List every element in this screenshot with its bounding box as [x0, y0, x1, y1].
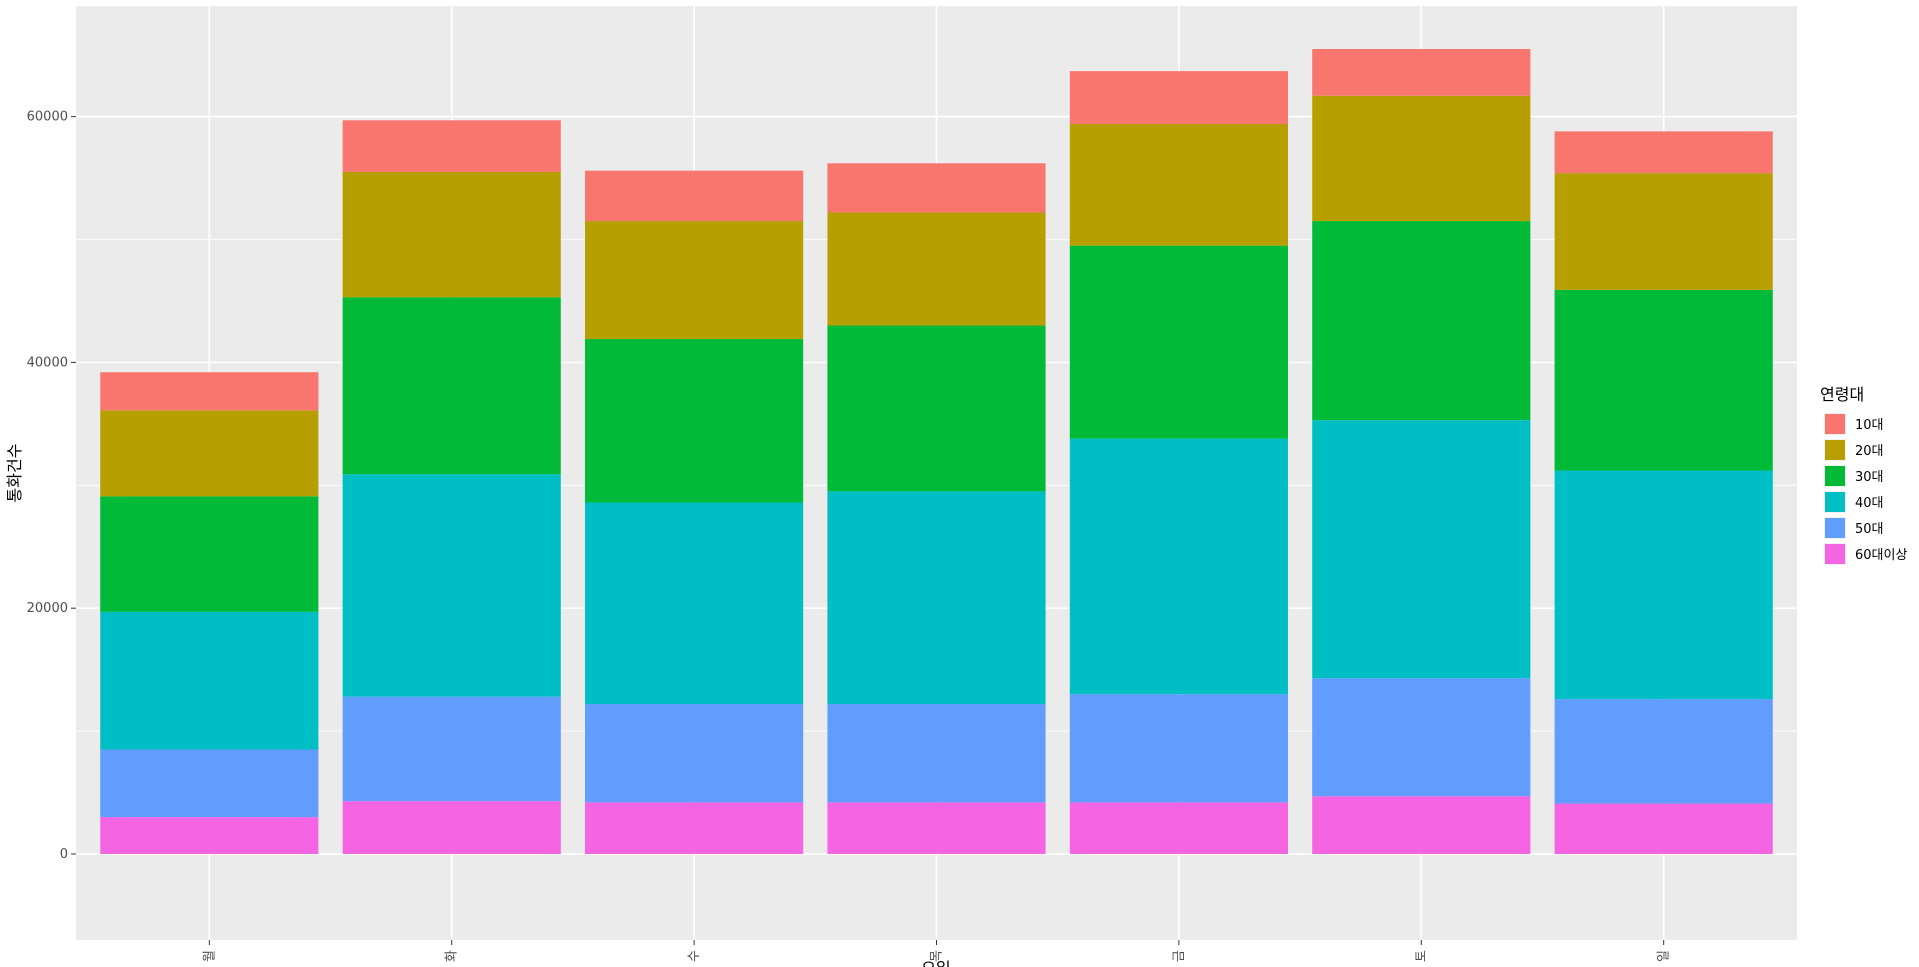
bar-segment — [100, 372, 319, 411]
legend-title: 연령대 — [1820, 385, 1864, 404]
bar-segment — [827, 212, 1046, 326]
bar-segment — [1554, 470, 1773, 700]
bar-segment — [100, 611, 319, 750]
x-tick-label: 일 — [1657, 950, 1672, 962]
legend-swatch — [1825, 414, 1845, 434]
bar-segment — [827, 491, 1046, 705]
bar-segment — [585, 170, 804, 222]
bar-segment — [827, 163, 1046, 213]
y-tick-label: 20000 — [27, 601, 68, 616]
bar-segment — [1069, 802, 1288, 854]
legend-item-label: 20대 — [1855, 444, 1884, 459]
bar-segment — [1069, 123, 1288, 246]
bar-segment — [1554, 289, 1773, 471]
bars — [100, 49, 1773, 854]
x-axis-title: 요일 — [921, 959, 950, 967]
legend-item-label: 30대 — [1855, 470, 1884, 485]
bar-segment — [342, 696, 561, 802]
bar-segment — [1312, 95, 1531, 222]
bar-segment — [1312, 420, 1531, 679]
legend-swatch — [1825, 518, 1845, 538]
legend: 연령대 10대 20대 30대 40대 50대 60대이상 — [1820, 385, 1907, 565]
bar-segment — [1554, 699, 1773, 804]
bar-segment — [1554, 131, 1773, 174]
x-tick-label: 화 — [445, 950, 460, 962]
legend-item-label: 40대 — [1855, 496, 1884, 511]
legend-swatch — [1825, 544, 1845, 564]
x-tick-label: 수 — [687, 950, 702, 962]
bar-segment — [827, 325, 1046, 492]
x-tick-label: 월 — [202, 950, 217, 962]
legend-swatch — [1825, 492, 1845, 512]
bar-segment — [1312, 796, 1531, 854]
x-tick-label: 금 — [1172, 950, 1187, 962]
y-axis-title: 통화건수 — [5, 444, 24, 503]
bar-segment — [1069, 438, 1288, 695]
bar-segment — [585, 802, 804, 854]
bar-segment — [585, 704, 804, 803]
legend-item-label: 50대 — [1855, 522, 1884, 537]
bar-segment — [342, 801, 561, 854]
bar-segment — [585, 502, 804, 705]
bar-segment — [342, 474, 561, 697]
bar-segment — [1069, 245, 1288, 439]
bar-segment — [100, 496, 319, 612]
y-tick-label: 40000 — [27, 355, 68, 370]
bar-segment — [100, 410, 319, 497]
legend-item-label: 10대 — [1855, 418, 1884, 433]
y-tick-label: 0 — [60, 847, 68, 862]
bar-segment — [342, 297, 561, 475]
bar-segment — [1312, 49, 1531, 96]
bar-segment — [1312, 221, 1531, 421]
bar-segment — [1554, 803, 1773, 854]
y-axis-ticks: 0 20000 40000 60000 — [27, 110, 76, 862]
bar-segment — [342, 171, 561, 298]
legend-swatch — [1825, 440, 1845, 460]
bar-segment — [1554, 173, 1773, 290]
bar-segment — [1069, 694, 1288, 803]
bar-segment — [827, 802, 1046, 854]
bar-segment — [100, 749, 319, 818]
bar-segment — [342, 120, 561, 172]
bar-segment — [585, 339, 804, 503]
y-tick-label: 60000 — [27, 110, 68, 125]
x-tick-label: 토 — [1414, 950, 1429, 962]
legend-swatch — [1825, 466, 1845, 486]
x-tick-label: 목 — [930, 950, 945, 962]
bar-segment — [585, 221, 804, 340]
bar-segment — [100, 817, 319, 854]
bar-segment — [827, 704, 1046, 803]
bar-segment — [1069, 71, 1288, 124]
legend-item-label: 60대이상 — [1855, 548, 1907, 563]
bar-segment — [1312, 678, 1531, 797]
